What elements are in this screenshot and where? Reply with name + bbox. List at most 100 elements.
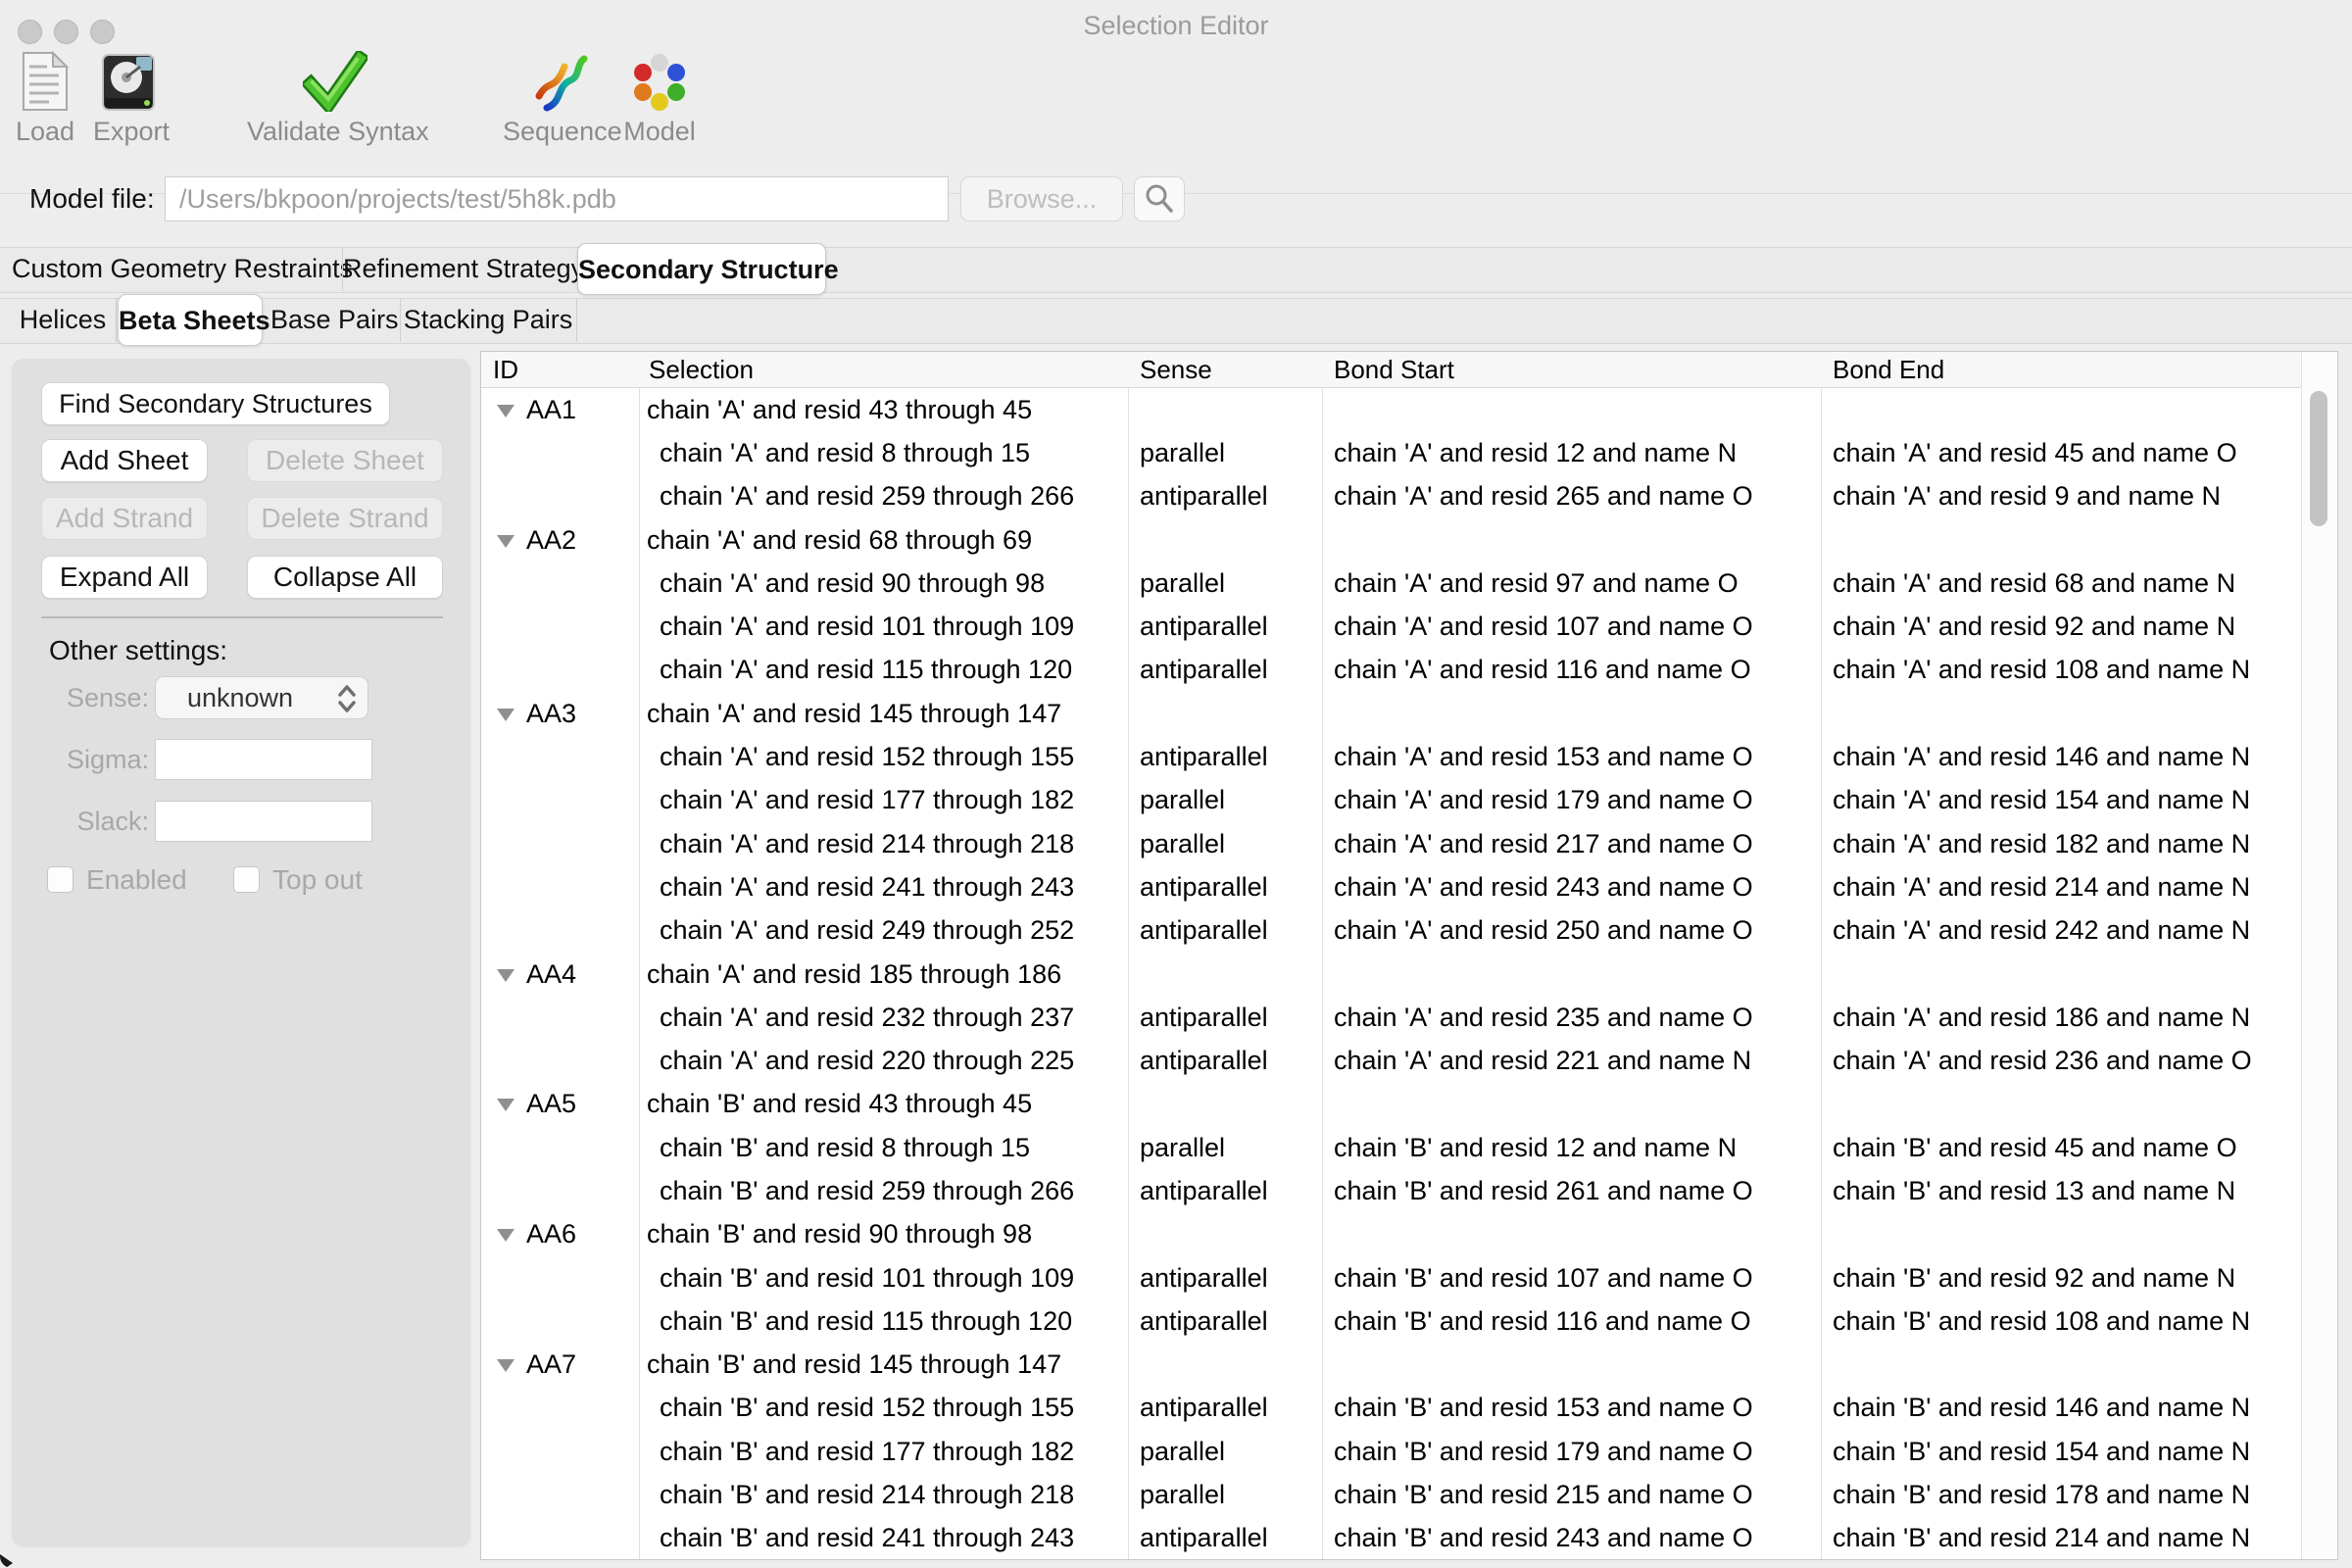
disclosure-triangle-icon[interactable] [497, 404, 514, 417]
slack-input[interactable] [155, 801, 372, 842]
sheet-group-row[interactable]: AA5 chain 'B' and resid 43 through 45 [481, 1083, 2337, 1126]
tab-secondary-structure[interactable]: Secondary Structure [577, 243, 839, 295]
find-secondary-structures-button[interactable]: Find Secondary Structures [41, 382, 390, 425]
strand-row[interactable]: chain 'B' and resid 115 through 120 antip… [481, 1299, 2337, 1343]
tab-beta-sheets[interactable]: Beta Sheets [118, 294, 270, 346]
strand-row[interactable]: chain 'A' and resid 90 through 98 paralle… [481, 562, 2337, 605]
add-strand-button[interactable]: Add Strand [41, 497, 208, 540]
delete-sheet-button[interactable]: Delete Sheet [247, 439, 443, 482]
strand-row[interactable]: chain 'B' and resid 177 through 182 paral… [481, 1430, 2337, 1473]
molecule-icon [611, 47, 709, 112]
search-button[interactable] [1134, 176, 1185, 221]
tab-separator [576, 298, 577, 342]
sheet-id-cell: AA6 [481, 1219, 639, 1250]
tab-custom-geometry-restraints[interactable]: Custom Geometry Restraints [12, 254, 354, 283]
expand-all-button[interactable]: Expand All [41, 556, 208, 599]
collapse-all-button[interactable]: Collapse All [247, 556, 443, 599]
strand-selection-cell: chain 'B' and resid 177 through 182 [660, 1436, 1075, 1466]
tab-helices[interactable]: Helices [19, 305, 107, 334]
tab-stacking-pairs[interactable]: Stacking Pairs [403, 305, 573, 334]
sheet-id-cell: AA3 [481, 699, 639, 729]
disclosure-triangle-icon[interactable] [497, 968, 514, 982]
bond-end-cell: chain 'A' and resid 182 and name N [1833, 828, 2251, 858]
delete-strand-button[interactable]: Delete Strand [247, 497, 443, 540]
bond-start-cell: chain 'B' and resid 243 and name O [1334, 1523, 1753, 1553]
sense-cell: antiparallel [1140, 915, 1268, 946]
strand-row[interactable]: chain 'A' and resid 177 through 182 paral… [481, 779, 2337, 822]
sheet-group-row[interactable]: AA4 chain 'A' and resid 185 through 186 [481, 953, 2337, 996]
sheet-group-row[interactable]: AA7 chain 'B' and resid 145 through 147 [481, 1344, 2337, 1387]
vertical-scrollbar[interactable] [2301, 352, 2337, 1559]
strand-row[interactable]: chain 'B' and resid 101 through 109 antip… [481, 1256, 2337, 1299]
sense-dropdown-value: unknown [186, 683, 294, 712]
strand-row[interactable]: chain 'A' and resid 152 through 155 antip… [481, 735, 2337, 778]
column-header-bond-end[interactable]: Bond End [1833, 354, 1945, 384]
disclosure-triangle-icon[interactable] [497, 1359, 514, 1373]
sheet-selection-cell: chain 'B' and resid 43 through 45 [647, 1089, 1033, 1119]
strand-row[interactable]: chain 'B' and resid 152 through 155 antip… [481, 1387, 2337, 1430]
sense-cell: parallel [1140, 1132, 1226, 1162]
close-window-icon[interactable] [18, 20, 42, 44]
strand-row[interactable]: chain 'A' and resid 241 through 243 antip… [481, 865, 2337, 908]
strand-row[interactable]: chain 'A' and resid 249 through 252 antip… [481, 909, 2337, 953]
strand-row[interactable]: chain 'A' and resid 8 through 15 parallel… [481, 431, 2337, 474]
export-button[interactable]: Export [93, 47, 170, 147]
cursor [0, 1554, 13, 1568]
enabled-checkbox[interactable] [47, 866, 74, 893]
strand-row[interactable]: chain 'B' and resid 259 through 266 antip… [481, 1169, 2337, 1212]
sheet-group-row[interactable]: AA6 chain 'B' and resid 90 through 98 [481, 1213, 2337, 1256]
load-label: Load [15, 117, 75, 146]
strand-row[interactable]: chain 'A' and resid 214 through 218 paral… [481, 822, 2337, 865]
load-button[interactable]: Load [10, 47, 80, 147]
scrollbar-thumb[interactable] [2310, 391, 2328, 526]
bond-start-cell: chain 'B' and resid 12 and name N [1334, 1132, 1738, 1162]
strand-row[interactable]: chain 'A' and resid 101 through 109 antip… [481, 605, 2337, 648]
disclosure-triangle-icon[interactable] [497, 708, 514, 721]
sense-cell: antiparallel [1140, 1262, 1268, 1293]
strand-selection-cell: chain 'B' and resid 115 through 120 [660, 1305, 1073, 1336]
sigma-input[interactable] [155, 739, 372, 780]
strand-row[interactable]: chain 'B' and resid 8 through 15 parallel… [481, 1126, 2337, 1169]
strand-row[interactable]: chain 'A' and resid 259 through 266 antip… [481, 475, 2337, 518]
disclosure-triangle-icon[interactable] [497, 1099, 514, 1112]
column-header-bond-start[interactable]: Bond Start [1334, 354, 1454, 384]
strand-row[interactable]: chain 'B' and resid 214 through 218 paral… [481, 1473, 2337, 1516]
sense-cell: antiparallel [1140, 481, 1268, 512]
strand-row[interactable]: chain 'B' and resid 241 through 243 antip… [481, 1517, 2337, 1559]
model-button[interactable]: Model [611, 47, 709, 147]
disclosure-triangle-icon[interactable] [497, 1229, 514, 1243]
sheet-id-cell: AA7 [481, 1349, 639, 1380]
add-sheet-button[interactable]: Add Sheet [41, 439, 208, 482]
strand-selection-cell: chain 'A' and resid 232 through 237 [660, 1002, 1075, 1032]
column-header-sense[interactable]: Sense [1140, 354, 1212, 384]
bond-end-cell: chain 'A' and resid 236 and name O [1833, 1046, 2252, 1076]
sheet-group-row[interactable]: AA3 chain 'A' and resid 145 through 147 [481, 692, 2337, 735]
browse-button[interactable]: Browse... [960, 176, 1123, 221]
sequence-button[interactable]: Sequence [503, 47, 622, 147]
bond-end-cell: chain 'A' and resid 68 and name N [1833, 567, 2236, 598]
sheet-group-row[interactable]: AA1 chain 'A' and resid 43 through 45 [481, 388, 2337, 431]
strand-selection-cell: chain 'B' and resid 241 through 243 [660, 1523, 1075, 1553]
tab-separator [116, 298, 117, 342]
tab-refinement-strategy[interactable]: Refinement Strategy [343, 254, 585, 283]
model-file-input[interactable] [165, 176, 949, 221]
strand-row[interactable]: chain 'A' and resid 232 through 237 antip… [481, 996, 2337, 1039]
zoom-window-icon[interactable] [90, 20, 115, 44]
column-header-selection[interactable]: Selection [649, 354, 754, 384]
sheet-group-row[interactable]: AA2 chain 'A' and resid 68 through 69 [481, 518, 2337, 562]
strand-row[interactable]: chain 'A' and resid 220 through 225 antip… [481, 1039, 2337, 1082]
minimize-window-icon[interactable] [54, 20, 78, 44]
top-out-checkbox[interactable] [233, 866, 260, 893]
document-icon [10, 47, 80, 112]
column-header-id[interactable]: ID [493, 354, 518, 384]
bond-start-cell: chain 'A' and resid 153 and name O [1334, 742, 1753, 772]
tab-base-pairs[interactable]: Base Pairs [270, 305, 399, 334]
strand-row[interactable]: chain 'A' and resid 115 through 120 antip… [481, 649, 2337, 692]
bond-end-cell: chain 'B' and resid 214 and name N [1833, 1523, 2251, 1553]
sense-dropdown[interactable]: unknown [155, 676, 368, 719]
validate-syntax-button[interactable]: Validate Syntax [247, 47, 429, 147]
strand-selection-cell: chain 'A' and resid 249 through 252 [660, 915, 1075, 946]
sheet-selection-cell: chain 'A' and resid 68 through 69 [647, 524, 1033, 555]
disclosure-triangle-icon[interactable] [497, 534, 514, 548]
